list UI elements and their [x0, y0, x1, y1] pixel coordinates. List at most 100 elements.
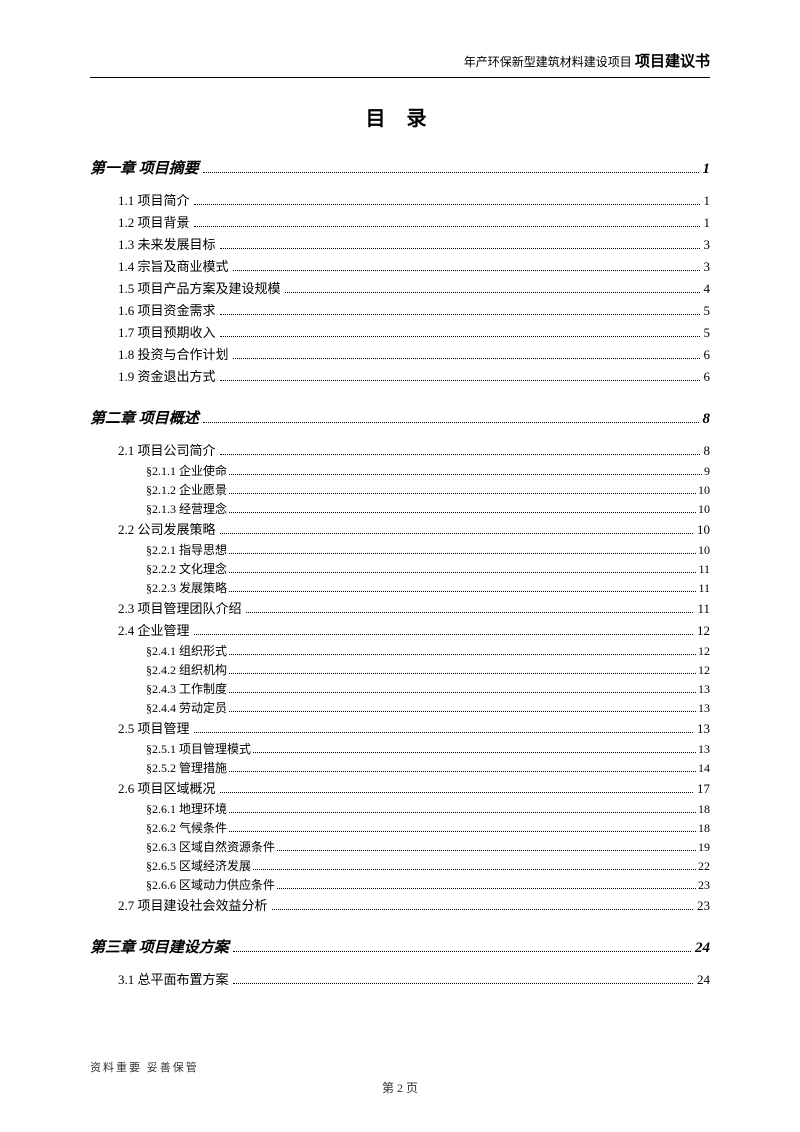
toc-subsection: §2.2.1 指导思想10 — [146, 541, 710, 558]
toc-entry-label: 1.6 项目资金需求 — [118, 300, 216, 319]
toc-entry-page: 17 — [697, 781, 710, 797]
toc-leader-dots — [194, 732, 693, 733]
toc-entry-label: §2.1.1 企业使命 — [146, 462, 227, 479]
toc-section: 2.6 项目区域概况 17 — [118, 778, 710, 797]
toc-leader-dots — [233, 983, 693, 984]
toc-leader-dots — [220, 792, 693, 793]
toc-leader-dots — [229, 553, 696, 554]
page-footer: 资料重要 妥善保管 第 2 页 — [90, 1059, 710, 1096]
toc-subsection: §2.6.5 区域经济发展22 — [146, 857, 710, 874]
toc-entry-label: §2.5.2 管理措施 — [146, 759, 227, 776]
toc-entry-page: 3 — [704, 259, 711, 275]
toc-entry-label: §2.4.1 组织形式 — [146, 642, 227, 659]
toc-leader-dots — [229, 692, 696, 693]
toc-entry-label: §2.1.2 企业愿景 — [146, 481, 227, 498]
toc-entry-label: §2.2.2 文化理念 — [146, 560, 227, 577]
toc-section: 2.7 项目建设社会效益分析23 — [118, 895, 710, 914]
toc-entry-label: 2.3 项目管理团队介绍 — [118, 598, 242, 617]
toc-section: 2.1 项目公司简介 8 — [118, 440, 710, 459]
toc-entry-page: 6 — [704, 369, 711, 385]
toc-entry-page: 10 — [698, 483, 710, 498]
toc-entry-label: 2.6 项目区域概况 — [118, 778, 216, 797]
toc-subsection: §2.5.1 项目管理模式13 — [146, 740, 710, 757]
toc-leader-dots — [253, 752, 696, 753]
toc-subsection: §2.4.4 劳动定员13 — [146, 699, 710, 716]
toc-chapter: 第二章 项目概述 8 — [90, 407, 710, 428]
toc-leader-dots — [194, 226, 700, 227]
toc-entry-label: 2.4 企业管理 — [118, 620, 190, 639]
toc-entry-label: §2.6.1 地理环境 — [146, 800, 227, 817]
toc-leader-dots — [229, 474, 702, 475]
toc-entry-label: 3.1 总平面布置方案 — [118, 969, 229, 988]
toc-entry-page: 11 — [698, 581, 710, 596]
toc-entry-page: 19 — [698, 840, 710, 855]
toc-entry-label: 1.3 未来发展目标 — [118, 234, 216, 253]
toc-section: 1.1 项目简介1 — [118, 190, 710, 209]
toc-section: 1.4 宗旨及商业模式 3 — [118, 256, 710, 275]
toc-leader-dots — [229, 572, 696, 573]
toc-entry-label: §2.6.5 区域经济发展 — [146, 857, 251, 874]
footer-page-number: 第 2 页 — [90, 1079, 710, 1096]
toc-subsection: §2.1.1 企业使命9 — [146, 462, 710, 479]
toc-leader-dots — [220, 533, 693, 534]
toc-entry-label: 1.5 项目产品方案及建设规模 — [118, 278, 281, 297]
toc-entry-page: 1 — [703, 161, 711, 178]
toc-leader-dots — [229, 654, 696, 655]
toc-entry-label: 1.9 资金退出方式 — [118, 366, 216, 385]
toc-chapter: 第一章 项目摘要1 — [90, 157, 710, 178]
toc-entry-label: §2.6.2 气候条件 — [146, 819, 227, 836]
footer-note: 资料重要 妥善保管 — [90, 1059, 710, 1075]
toc-entry-label: 第二章 项目概述 — [90, 407, 199, 428]
toc-leader-dots — [229, 831, 696, 832]
header-doc-title: 项目建议书 — [635, 54, 710, 70]
toc-leader-dots — [220, 336, 700, 337]
toc-leader-dots — [233, 358, 700, 359]
toc-entry-label: 2.1 项目公司简介 — [118, 440, 216, 459]
toc-entry-label: 1.1 项目简介 — [118, 190, 190, 209]
toc-section: 1.7 项目预期收入5 — [118, 322, 710, 341]
toc-entry-label: §2.1.3 经营理念 — [146, 500, 227, 517]
toc-title: 目 录 — [90, 102, 710, 131]
toc-entry-label: 1.7 项目预期收入 — [118, 322, 216, 341]
toc-entry-page: 8 — [703, 411, 711, 428]
toc-leader-dots — [220, 380, 700, 381]
toc-entry-label: §2.6.6 区域动力供应条件 — [146, 876, 275, 893]
toc-leader-dots — [277, 850, 696, 851]
toc-entry-page: 13 — [698, 742, 710, 757]
toc-entry-page: 18 — [698, 821, 710, 836]
toc-entry-page: 8 — [704, 443, 711, 459]
toc-section: 2.3 项目管理团队介绍11 — [118, 598, 710, 617]
toc-entry-label: 第三章 项目建设方案 — [90, 936, 229, 957]
toc-entry-page: 6 — [704, 347, 711, 363]
toc-entry-label: 1.4 宗旨及商业模式 — [118, 256, 229, 275]
toc-entry-page: 13 — [698, 682, 710, 697]
toc-leader-dots — [253, 869, 696, 870]
toc-entry-label: §2.2.1 指导思想 — [146, 541, 227, 558]
toc-leader-dots — [229, 512, 696, 513]
toc-subsection: §2.6.2 气候条件 18 — [146, 819, 710, 836]
toc-section: 3.1 总平面布置方案24 — [118, 969, 710, 988]
toc-entry-label: §2.4.2 组织机构 — [146, 661, 227, 678]
toc-leader-dots — [233, 270, 700, 271]
toc-leader-dots — [277, 888, 696, 889]
toc-chapter: 第三章 项目建设方案24 — [90, 936, 710, 957]
toc-leader-dots — [285, 292, 700, 293]
toc-section: 1.9 资金退出方式 6 — [118, 366, 710, 385]
toc-entry-page: 23 — [698, 878, 710, 893]
toc-entry-label: 2.7 项目建设社会效益分析 — [118, 895, 268, 914]
toc-leader-dots — [229, 711, 696, 712]
toc-subsection: §2.1.2 企业愿景 10 — [146, 481, 710, 498]
toc-entry-label: §2.4.3 工作制度 — [146, 680, 227, 697]
toc-leader-dots — [229, 493, 696, 494]
toc-leader-dots — [203, 422, 699, 423]
toc-leader-dots — [194, 204, 700, 205]
toc-entry-page: 10 — [697, 522, 710, 538]
toc-subsection: §2.6.3 区域自然资源条件19 — [146, 838, 710, 855]
toc-entry-label: 1.8 投资与合作计划 — [118, 344, 229, 363]
toc-entry-label: 2.5 项目管理 — [118, 718, 190, 737]
toc-entry-page: 4 — [704, 281, 711, 297]
toc-entry-page: 12 — [698, 663, 710, 678]
toc-entry-page: 3 — [704, 237, 711, 253]
toc-section: 1.2 项目背景1 — [118, 212, 710, 231]
toc-section: 1.5 项目产品方案及建设规模 4 — [118, 278, 710, 297]
